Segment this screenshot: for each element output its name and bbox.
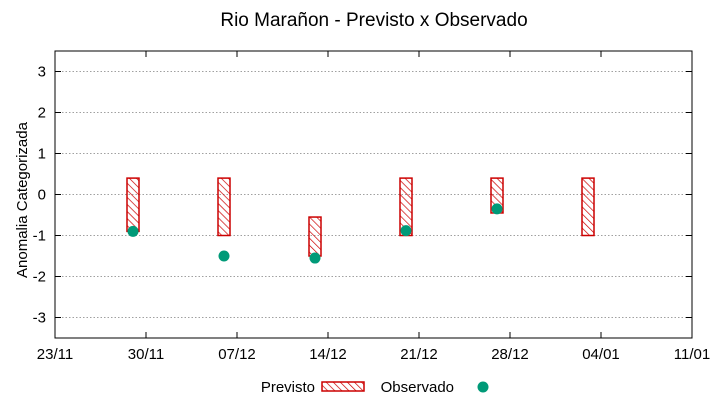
observado-point — [309, 252, 321, 264]
legend-marker-observado — [477, 381, 489, 393]
grid — [55, 71, 692, 318]
axis-ticks: -3 -2 -1 0 1 2 3 23/11 30/11 07/12 14/12 21/12 28/12… — [33, 51, 710, 363]
y-tick-label: 3 — [38, 64, 46, 81]
chart-title: Rio Marañon - Previsto x Observado — [220, 10, 527, 31]
x-tick-label: 14/12 — [309, 346, 347, 363]
y-tick-label: -3 — [33, 310, 46, 327]
x-tick-label: 07/12 — [218, 346, 256, 363]
plot-frame — [54, 50, 693, 339]
y-tick-label: 1 — [38, 146, 46, 163]
previsto-bar — [308, 216, 322, 257]
legend-label-previsto: Previsto — [261, 379, 315, 396]
previsto-bar — [126, 177, 140, 233]
x-tick-label: 28/12 — [491, 346, 529, 363]
y-axis-label: Anomalia Categorizada — [14, 121, 31, 278]
y-tick-label: 2 — [38, 105, 46, 122]
observado-point — [400, 225, 412, 237]
x-tick-label: 11/01 — [674, 346, 710, 363]
previsto-series — [126, 177, 595, 257]
observado-point — [491, 203, 503, 215]
x-tick-label: 30/11 — [128, 346, 164, 363]
observado-point — [218, 250, 230, 262]
x-tick-label: 04/01 — [582, 346, 620, 363]
x-tick-label: 23/11 — [37, 346, 73, 363]
legend-swatch-previsto — [321, 381, 365, 392]
legend-label-observado: Observado — [381, 379, 454, 396]
previsto-bar — [581, 177, 595, 237]
y-tick-label: -2 — [33, 269, 46, 286]
previsto-bar — [217, 177, 231, 237]
observado-point — [127, 225, 139, 237]
observado-series — [127, 203, 503, 264]
x-tick-label: 21/12 — [400, 346, 438, 363]
y-tick-label: 0 — [38, 187, 46, 204]
y-tick-label: -1 — [33, 228, 46, 245]
legend: Previsto Observado — [261, 379, 489, 396]
